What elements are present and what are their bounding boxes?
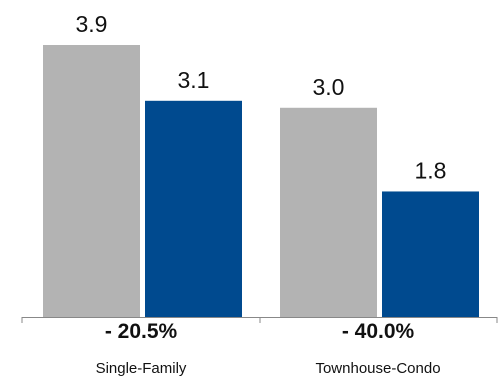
value-label-single-family-2: 3.1 xyxy=(178,67,210,93)
value-label-single-family-1: 3.9 xyxy=(76,11,108,37)
bar-single-family-1 xyxy=(43,45,140,317)
value-labels-layer: 3.9 3.1 3.0 1.8 xyxy=(76,11,447,183)
category-label-single-family: Single-Family xyxy=(96,360,187,377)
category-label-townhouse-condo: Townhouse-Condo xyxy=(315,360,440,377)
x-axis-ticks xyxy=(21,317,498,323)
percent-change-townhouse-condo: - 40.0% xyxy=(342,320,415,343)
bar-townhouse-condo-1 xyxy=(280,107,377,318)
percent-change-single-family: - 20.5% xyxy=(105,320,178,343)
bar-single-family-2 xyxy=(145,100,242,318)
value-label-townhouse-condo-1: 3.0 xyxy=(313,74,345,100)
bars-layer xyxy=(43,45,479,318)
bar-townhouse-condo-2 xyxy=(382,191,479,317)
value-label-townhouse-condo-2: 1.8 xyxy=(415,157,447,183)
